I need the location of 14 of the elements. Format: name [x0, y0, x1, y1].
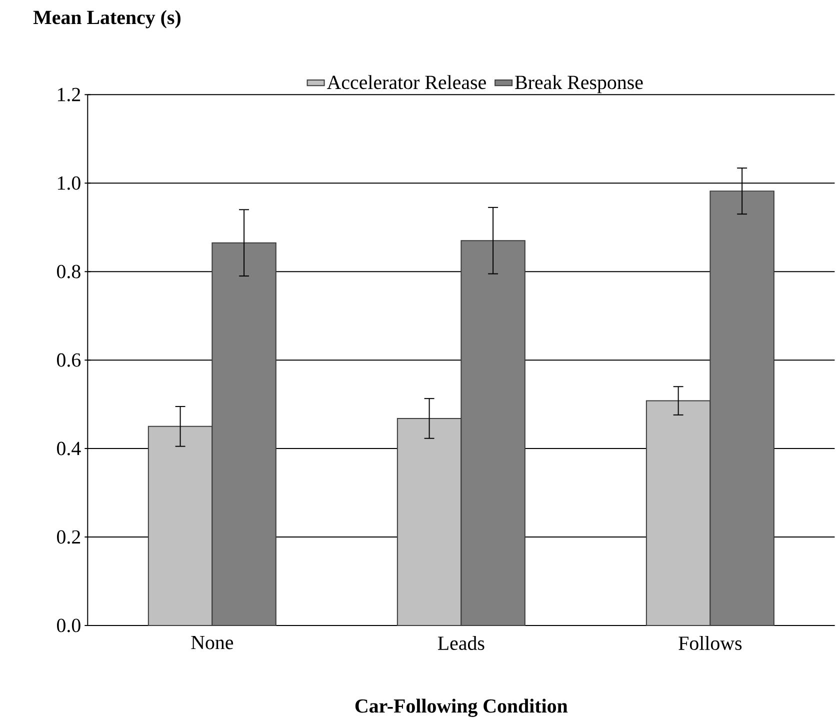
y-tick-label: 1.0: [58, 176, 80, 190]
y-tick-label: 0.0: [57, 618, 80, 632]
y-tick-label: 0.4: [57, 442, 81, 456]
legend-label: Break Response: [515, 75, 643, 94]
y-tick-label: 0.6: [57, 353, 81, 367]
x-tick-label: Follows: [678, 636, 742, 650]
y-tick-label: 0.8: [57, 264, 80, 278]
y-tick-label: 1.2: [58, 88, 80, 102]
y-tick-label: 0.2: [57, 530, 80, 544]
x-tick-label: Leads: [438, 636, 484, 650]
legend-label: Accelerator Release: [326, 75, 486, 90]
chart-title: Mean Latency (s): [33, 10, 180, 28]
x-tick-label: None: [191, 636, 234, 650]
x-axis-title: Car-Following Condition: [355, 698, 568, 717]
